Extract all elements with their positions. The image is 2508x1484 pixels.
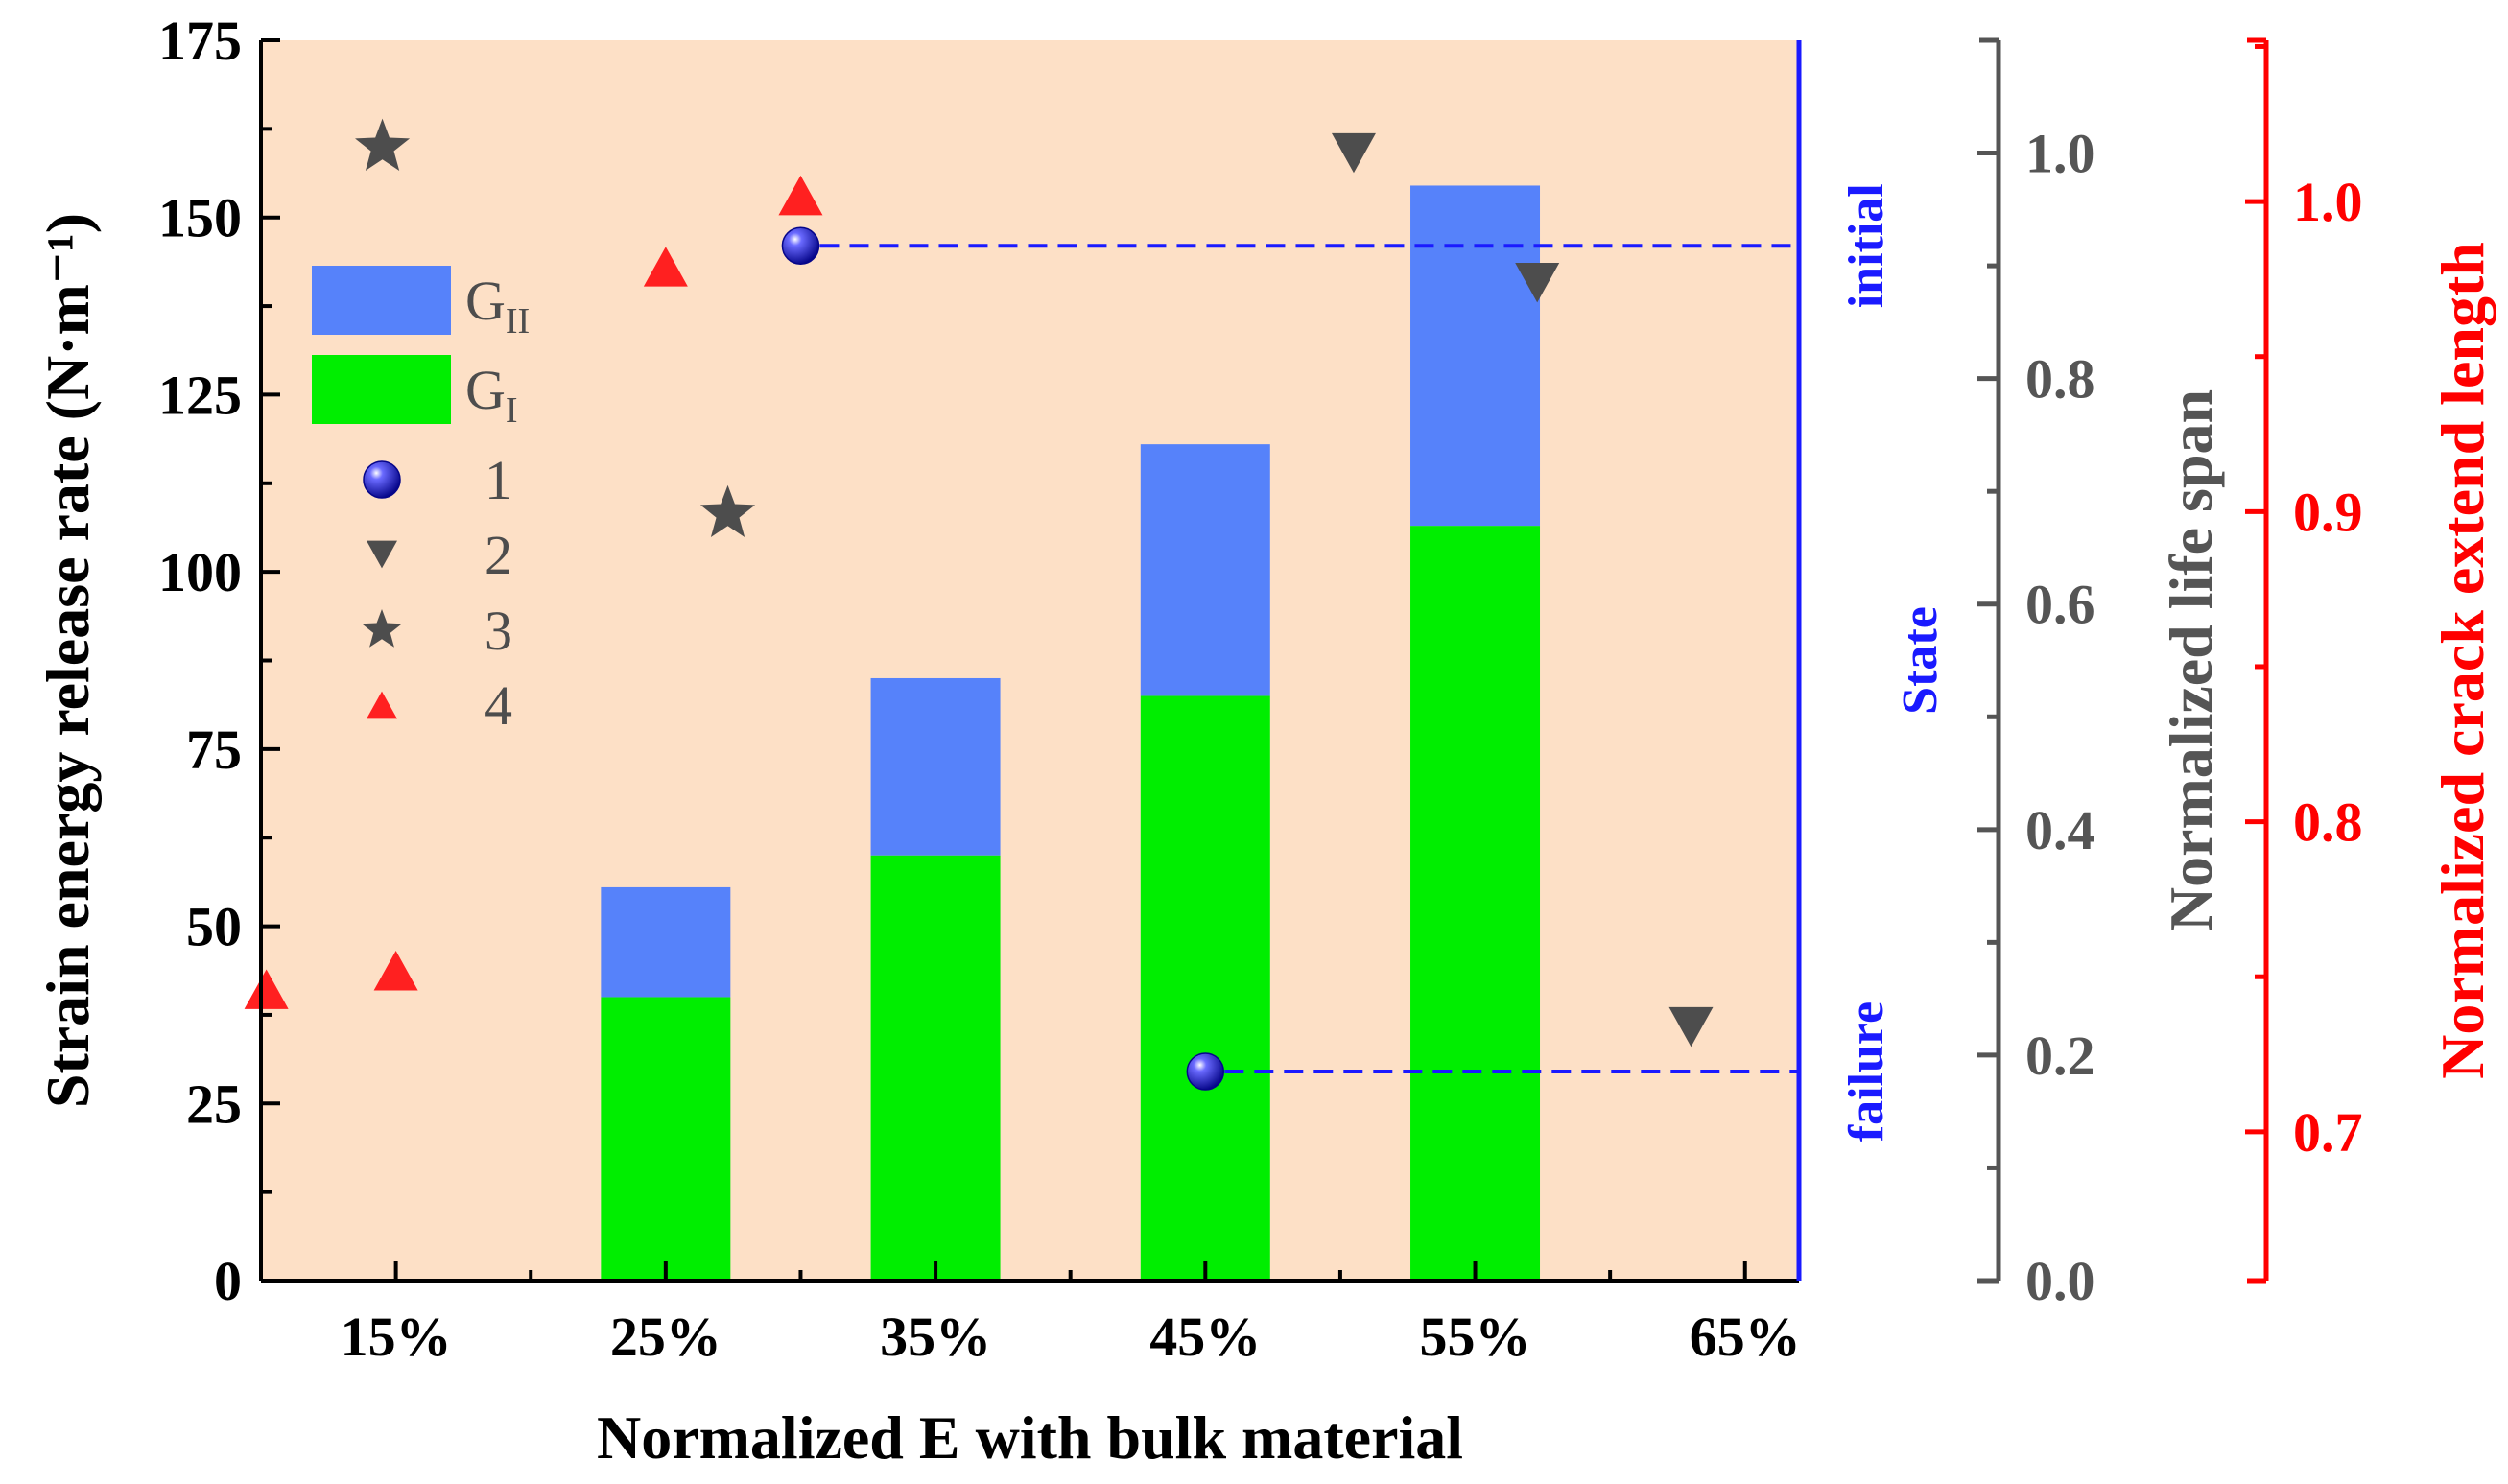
- y-tick-label: 75: [186, 718, 242, 781]
- x-tick-label: 65%: [1690, 1306, 1801, 1368]
- life-span-axis-title: Normalized life span: [2157, 389, 2225, 931]
- crack-axis-title: Normalized crack extend length: [2428, 242, 2496, 1079]
- marker-series4-4: [778, 175, 823, 216]
- marker-series1-1: [781, 226, 820, 266]
- bar-gii-45: [1140, 444, 1270, 696]
- legend-label-5: 3: [485, 600, 512, 662]
- x-tick-label: 25%: [610, 1306, 722, 1368]
- x-tick-label: 45%: [1149, 1306, 1261, 1368]
- life-span-tick-label: 1.0: [2025, 123, 2095, 185]
- legend-symbol-3: [363, 460, 401, 499]
- x-tick-label: 35%: [880, 1306, 991, 1368]
- state-level-failure: failure: [1839, 1001, 1894, 1142]
- crack-tick-label: 1.0: [2293, 171, 2363, 233]
- legend-label-6: 4: [485, 674, 512, 737]
- y-tick-label: 50: [186, 896, 242, 958]
- state-axis-title: State: [1893, 606, 1948, 715]
- marker-series3-1: [355, 118, 411, 171]
- y-tick-label: 150: [158, 187, 242, 249]
- bar-gi-35: [870, 855, 1001, 1281]
- legend-label-4: 2: [485, 524, 512, 586]
- marker-series2-2: [1515, 263, 1560, 303]
- life-span-tick-label: 0.6: [2025, 574, 2095, 636]
- y-tick-label: 125: [158, 364, 242, 426]
- bar-gi-55: [1410, 526, 1541, 1281]
- x-tick-label: 55%: [1420, 1306, 1531, 1368]
- y-tick-label: 0: [214, 1250, 242, 1312]
- marker-series2-1: [1331, 132, 1376, 174]
- legend-label-1: GII: [465, 270, 530, 342]
- crack-tick-label: 0.9: [2293, 481, 2363, 543]
- crack-tick-label: 0.7: [2293, 1101, 2363, 1164]
- y-axis-title: Strain energy release rate (N·m⁻¹): [34, 213, 102, 1108]
- marker-series4-1: [244, 969, 289, 1009]
- crack-tick-label: 0.8: [2293, 791, 2363, 854]
- legend-label-3: 1: [485, 449, 512, 511]
- x-axis-title: Normalized E with bulk material: [597, 1403, 1463, 1472]
- bar-gii-25: [601, 886, 731, 998]
- marker-series2-3: [1668, 1006, 1714, 1048]
- legend-symbol-5: [362, 609, 402, 648]
- bar-gii-55: [1410, 185, 1541, 527]
- life-span-tick-label: 0.4: [2025, 799, 2095, 861]
- legend-symbol-4: [367, 540, 397, 569]
- y-tick-label: 100: [158, 541, 242, 603]
- legend-symbol-1: [312, 266, 451, 335]
- marker-series3-2: [699, 484, 756, 537]
- marker-series4-2: [373, 951, 418, 991]
- bar-gi-45: [1140, 695, 1270, 1281]
- y-tick-label: 175: [158, 10, 242, 72]
- marker-series1-2: [1186, 1052, 1225, 1091]
- legend-label-2: GI: [465, 359, 518, 431]
- legend-symbol-6: [367, 691, 397, 719]
- legend-symbol-2: [312, 355, 451, 424]
- life-span-tick-label: 0.2: [2025, 1025, 2095, 1087]
- state-level-initial: initial: [1839, 183, 1894, 308]
- life-span-tick-label: 0.0: [2025, 1250, 2095, 1312]
- x-tick-label: 15%: [341, 1306, 452, 1368]
- marker-series4-3: [643, 247, 688, 287]
- y-tick-label: 25: [186, 1072, 242, 1135]
- bar-gii-35: [870, 677, 1001, 856]
- bar-gi-25: [601, 997, 731, 1281]
- life-span-tick-label: 0.8: [2025, 348, 2095, 411]
